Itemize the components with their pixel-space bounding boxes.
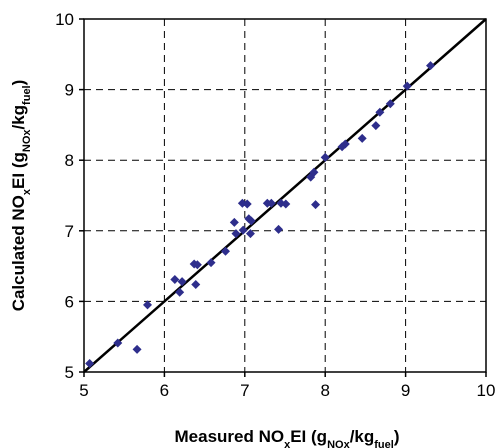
tick-labels: 5 6 7 8 9 10 5 6 7 8 9 10	[55, 10, 495, 400]
data-point	[375, 107, 385, 117]
data-point	[402, 81, 412, 91]
data-point	[221, 246, 231, 256]
y-tick-label: 6	[65, 292, 74, 311]
data-point	[385, 99, 395, 109]
data-point	[371, 121, 381, 131]
y-tick-label: 5	[65, 363, 74, 382]
x-axis-title: Measured NOxEI (gNOx/kgfuel)	[175, 427, 400, 448]
data-point	[170, 275, 180, 285]
data-point	[191, 279, 201, 289]
data-point	[426, 61, 436, 71]
data-point	[245, 229, 255, 239]
x-tick-label: 7	[240, 381, 249, 400]
data-point	[206, 258, 216, 268]
x-tick-label: 10	[477, 381, 496, 400]
y-tick-label: 7	[65, 222, 74, 241]
data-point	[238, 225, 248, 235]
y-tick-label: 9	[65, 81, 74, 100]
x-tick-label: 8	[320, 381, 329, 400]
data-point	[113, 338, 123, 348]
grid	[84, 19, 486, 372]
data-point	[266, 198, 276, 208]
fit-line-layer	[83, 18, 487, 373]
data-point	[143, 300, 153, 310]
data-point	[85, 359, 95, 369]
x-tick-label: 6	[160, 381, 169, 400]
x-tick-label: 5	[79, 381, 88, 400]
data-point	[177, 277, 187, 287]
fit-line	[83, 18, 487, 373]
y-tick-label: 10	[55, 10, 74, 29]
x-tick-label: 9	[401, 381, 410, 400]
data-point	[281, 199, 291, 209]
data-point	[274, 224, 284, 234]
data-point	[132, 344, 142, 354]
plot-frame	[83, 18, 487, 373]
data-point	[242, 199, 252, 209]
data-point	[320, 152, 330, 162]
data-point	[357, 133, 367, 143]
data-point	[231, 229, 241, 239]
data-point	[311, 200, 321, 210]
data-point	[309, 167, 319, 177]
data-point	[340, 139, 350, 149]
data-point	[192, 260, 202, 270]
data-points	[85, 61, 436, 369]
data-point	[175, 287, 185, 297]
y-tick-label: 8	[65, 151, 74, 170]
y-axis-title: Calculated NOxEI (gNOx/kgfuel)	[9, 80, 33, 312]
data-point	[229, 217, 239, 227]
axis-ticks	[79, 18, 487, 377]
data-point	[246, 216, 256, 226]
